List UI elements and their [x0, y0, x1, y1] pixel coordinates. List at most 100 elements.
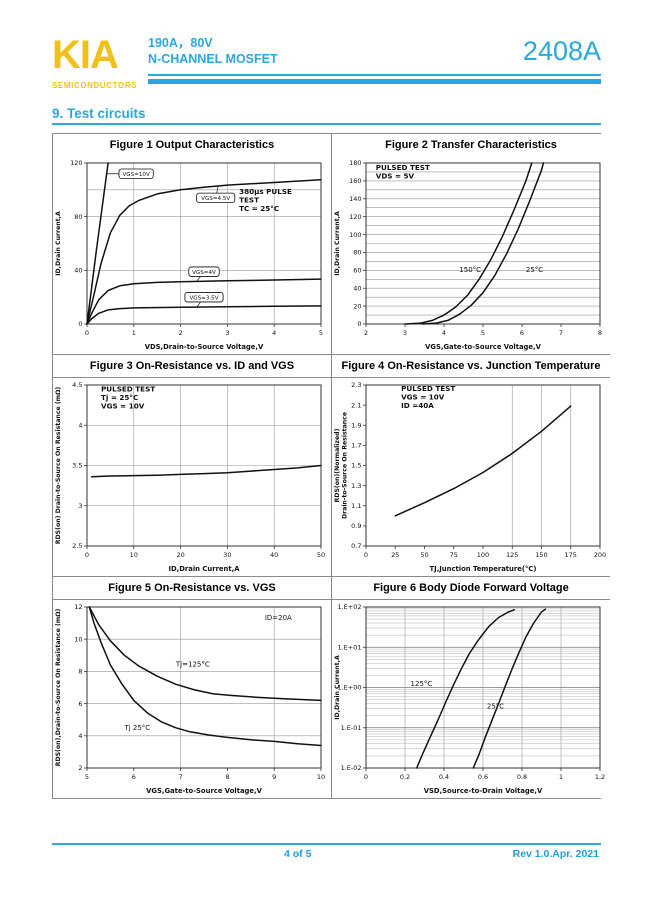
svg-text:0.8: 0.8 — [517, 773, 527, 781]
svg-text:60: 60 — [353, 267, 361, 275]
svg-text:3: 3 — [403, 329, 407, 337]
svg-text:ID,Drain Current,A: ID,Drain Current,A — [55, 211, 62, 276]
svg-text:ID,Drain Current,A: ID,Drain Current,A — [334, 655, 341, 720]
svg-text:4.5: 4.5 — [72, 381, 82, 389]
svg-text:RDS(on),Drain-to-Source On Res: RDS(on),Drain-to-Source On Resistance (m… — [55, 609, 62, 767]
svg-text:7: 7 — [179, 773, 183, 781]
svg-text:VGS=4.5V: VGS=4.5V — [201, 196, 230, 202]
svg-text:50: 50 — [317, 551, 325, 559]
svg-text:80: 80 — [353, 249, 361, 257]
svg-text:200: 200 — [594, 551, 606, 559]
svg-text:120: 120 — [349, 213, 361, 221]
svg-text:25°C: 25°C — [526, 266, 543, 274]
svg-text:6: 6 — [520, 329, 524, 337]
footer-divider — [52, 843, 601, 845]
svg-text:2.3: 2.3 — [351, 381, 361, 389]
brand-block: KIA SEMICONDUCTORS — [52, 35, 148, 90]
figure-4-title: Figure 4 On-Resistance vs. Junction Temp… — [332, 355, 610, 378]
svg-text:Tj=125°C: Tj=125°C — [175, 661, 210, 669]
figure-3-panel: Figure 3 On-Resistance vs. ID and VGS 0 1… — [53, 355, 332, 577]
svg-text:8: 8 — [598, 329, 602, 337]
svg-text:4: 4 — [78, 732, 82, 740]
svg-text:VGS = 10V: VGS = 10V — [101, 401, 145, 410]
kia-logo-subtext: SEMICONDUCTORS — [52, 81, 138, 90]
svg-text:150°C: 150°C — [459, 266, 481, 274]
svg-text:PULSED TEST: PULSED TEST — [376, 163, 430, 172]
svg-text:1.E+01: 1.E+01 — [337, 643, 361, 651]
svg-text:10: 10 — [317, 773, 325, 781]
svg-text:1.2: 1.2 — [595, 773, 605, 781]
svg-text:1.1: 1.1 — [351, 502, 361, 510]
revision-text: Rev 1.0.Apr. 2021 — [512, 848, 599, 860]
svg-text:VSD,Source-to-Drain Voltage,V: VSD,Source-to-Drain Voltage,V — [424, 787, 543, 795]
svg-text:150: 150 — [535, 551, 547, 559]
svg-text:0.2: 0.2 — [400, 773, 410, 781]
svg-text:20: 20 — [353, 302, 361, 310]
svg-text:0: 0 — [85, 329, 89, 337]
svg-text:100: 100 — [477, 551, 489, 559]
svg-text:2.5: 2.5 — [72, 542, 82, 550]
svg-text:9: 9 — [272, 773, 276, 781]
svg-text:2: 2 — [364, 329, 368, 337]
svg-text:180: 180 — [349, 159, 361, 167]
svg-text:TJ,Junction Temperature(°C): TJ,Junction Temperature(°C) — [430, 565, 537, 573]
svg-text:4: 4 — [78, 421, 82, 429]
svg-text:25: 25 — [391, 551, 399, 559]
svg-text:3.5: 3.5 — [72, 462, 82, 470]
svg-text:0: 0 — [78, 320, 82, 328]
svg-text:10: 10 — [130, 551, 138, 559]
svg-text:ID=20A: ID=20A — [265, 614, 292, 622]
svg-text:2.1: 2.1 — [351, 401, 361, 409]
svg-text:125: 125 — [506, 551, 518, 559]
svg-text:0.9: 0.9 — [351, 522, 361, 530]
figure-2-title: Figure 2 Transfer Characteristics — [385, 139, 557, 151]
part-number: 2408A — [522, 36, 601, 66]
svg-text:6: 6 — [78, 700, 82, 708]
header-right: 190A，80V N-CHANNEL MOSFET 2408A — [148, 36, 601, 90]
svg-text:40: 40 — [270, 551, 278, 559]
svg-text:1: 1 — [132, 329, 136, 337]
svg-text:5: 5 — [481, 329, 485, 337]
svg-text:160: 160 — [349, 177, 361, 185]
svg-text:ID,Drain Current,A: ID,Drain Current,A — [334, 211, 341, 276]
svg-text:12: 12 — [74, 603, 82, 611]
svg-text:PULSED TEST: PULSED TEST — [101, 384, 155, 393]
svg-text:0: 0 — [364, 773, 368, 781]
product-rating: 190A，80V — [148, 36, 213, 50]
svg-text:RDS(on) Drain-to-Source On Res: RDS(on) Drain-to-Source On Resistance (m… — [55, 387, 62, 545]
svg-text:80: 80 — [74, 213, 82, 221]
svg-text:125°C: 125°C — [411, 680, 433, 688]
figure-5-title: Figure 5 On-Resistance vs. VGS — [53, 577, 331, 600]
figure-2-panel: Figure 2 Transfer Characteristics 2 3 4 5 6 7… — [332, 134, 610, 355]
svg-text:VGS = 10V: VGS = 10V — [401, 393, 445, 402]
svg-text:40: 40 — [74, 267, 82, 275]
svg-text:1.E-02: 1.E-02 — [341, 764, 362, 772]
svg-text:100: 100 — [349, 231, 361, 239]
svg-text:7: 7 — [559, 329, 563, 337]
svg-text:ID =40A: ID =40A — [401, 401, 434, 410]
svg-text:380μs PULSE: 380μs PULSE — [239, 187, 292, 196]
svg-text:6: 6 — [132, 773, 136, 781]
svg-text:1.3: 1.3 — [351, 482, 361, 490]
svg-text:75: 75 — [450, 551, 458, 559]
svg-text:3: 3 — [225, 329, 229, 337]
header-rule-thin — [148, 74, 601, 77]
svg-text:1.5: 1.5 — [351, 462, 361, 470]
svg-text:8: 8 — [78, 668, 82, 676]
product-summary: 190A，80V N-CHANNEL MOSFET — [148, 36, 278, 67]
svg-text:Tj = 25°C: Tj = 25°C — [101, 393, 138, 402]
svg-text:10: 10 — [74, 635, 82, 643]
svg-text:Tj 25°C: Tj 25°C — [123, 724, 150, 732]
product-type: N-CHANNEL MOSFET — [148, 51, 278, 66]
figure-5-chart: 5 6 7 8 9 10 2 4 6 8 10 12 ID=20A Tj=125°C Tj 25°C VGS,… — [55, 603, 325, 795]
svg-text:5: 5 — [319, 329, 323, 337]
svg-text:Drain-to-Source On Resistance: Drain-to-Source On Resistance — [342, 412, 349, 519]
svg-text:TEST: TEST — [239, 195, 259, 204]
svg-text:PULSED TEST: PULSED TEST — [401, 384, 455, 393]
svg-text:4: 4 — [272, 329, 276, 337]
svg-text:5: 5 — [85, 773, 89, 781]
